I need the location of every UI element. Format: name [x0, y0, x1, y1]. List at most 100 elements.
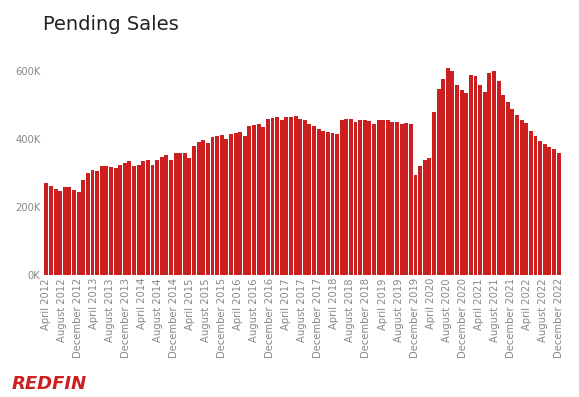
Bar: [441, 79, 445, 275]
Bar: [113, 168, 118, 275]
Bar: [520, 120, 523, 275]
Bar: [77, 192, 80, 275]
Bar: [127, 161, 131, 275]
Bar: [225, 139, 228, 275]
Bar: [506, 102, 510, 275]
Bar: [492, 71, 496, 275]
Bar: [183, 154, 187, 275]
Bar: [525, 123, 528, 275]
Bar: [95, 172, 99, 275]
Bar: [63, 187, 67, 275]
Bar: [529, 131, 533, 275]
Bar: [547, 146, 551, 275]
Bar: [303, 120, 307, 275]
Bar: [538, 141, 542, 275]
Bar: [345, 119, 349, 275]
Bar: [252, 125, 256, 275]
Bar: [354, 122, 357, 275]
Bar: [335, 134, 339, 275]
Bar: [427, 158, 431, 275]
Bar: [151, 165, 155, 275]
Bar: [109, 167, 113, 275]
Bar: [211, 137, 214, 275]
Bar: [169, 160, 173, 275]
Bar: [261, 127, 265, 275]
Bar: [201, 140, 205, 275]
Bar: [294, 116, 298, 275]
Bar: [68, 187, 71, 275]
Bar: [409, 124, 413, 275]
Bar: [556, 154, 560, 275]
Bar: [100, 166, 104, 275]
Bar: [118, 165, 122, 275]
Bar: [243, 137, 247, 275]
Bar: [141, 161, 145, 275]
Bar: [533, 136, 537, 275]
Bar: [543, 144, 547, 275]
Bar: [423, 160, 427, 275]
Bar: [256, 124, 261, 275]
Bar: [321, 131, 325, 275]
Text: REDFIN: REDFIN: [12, 375, 87, 393]
Bar: [515, 116, 519, 275]
Bar: [233, 133, 237, 275]
Bar: [358, 120, 362, 275]
Bar: [178, 153, 182, 275]
Bar: [312, 125, 316, 275]
Bar: [446, 68, 450, 275]
Bar: [188, 158, 192, 275]
Bar: [340, 120, 344, 275]
Bar: [317, 129, 321, 275]
Bar: [238, 132, 242, 275]
Bar: [49, 186, 53, 275]
Bar: [45, 183, 48, 275]
Bar: [404, 123, 408, 275]
Bar: [372, 124, 376, 275]
Bar: [386, 120, 390, 275]
Bar: [552, 149, 556, 275]
Bar: [478, 85, 482, 275]
Bar: [501, 95, 505, 275]
Bar: [511, 109, 514, 275]
Bar: [90, 170, 94, 275]
Bar: [395, 122, 399, 275]
Bar: [229, 134, 233, 275]
Bar: [160, 157, 164, 275]
Bar: [390, 122, 394, 275]
Bar: [81, 180, 85, 275]
Bar: [270, 118, 274, 275]
Bar: [483, 92, 487, 275]
Bar: [72, 189, 76, 275]
Bar: [289, 117, 293, 275]
Bar: [155, 160, 159, 275]
Bar: [58, 191, 62, 275]
Bar: [464, 93, 468, 275]
Bar: [275, 117, 279, 275]
Bar: [474, 76, 478, 275]
Bar: [450, 71, 455, 275]
Bar: [413, 175, 417, 275]
Bar: [137, 165, 141, 275]
Bar: [164, 156, 168, 275]
Bar: [469, 75, 473, 275]
Bar: [266, 119, 270, 275]
Bar: [349, 119, 353, 275]
Text: Pending Sales: Pending Sales: [43, 15, 179, 34]
Bar: [437, 89, 441, 275]
Bar: [174, 154, 178, 275]
Bar: [497, 81, 500, 275]
Bar: [363, 120, 367, 275]
Bar: [197, 142, 200, 275]
Bar: [132, 166, 136, 275]
Bar: [206, 143, 210, 275]
Bar: [381, 120, 385, 275]
Bar: [331, 133, 335, 275]
Bar: [418, 166, 422, 275]
Bar: [146, 160, 150, 275]
Bar: [192, 146, 196, 275]
Bar: [298, 119, 302, 275]
Bar: [220, 135, 223, 275]
Bar: [54, 189, 57, 275]
Bar: [432, 112, 436, 275]
Bar: [488, 73, 492, 275]
